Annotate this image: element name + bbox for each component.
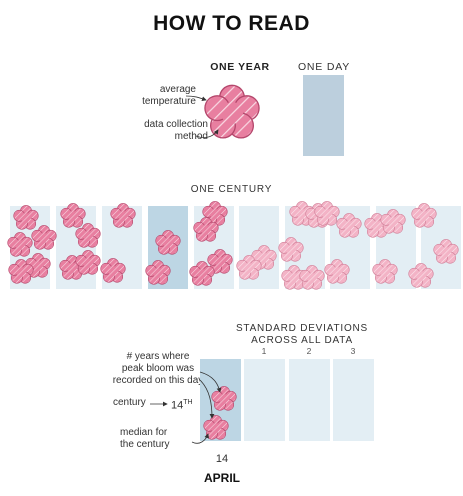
day-value: 14 xyxy=(215,453,229,465)
std-column-2 xyxy=(289,359,330,441)
std-tick-3: 3 xyxy=(350,346,356,356)
std-deviations-title: STANDARD DEVIATIONS ACROSS ALL DATA xyxy=(235,323,369,346)
std-tick-1: 1 xyxy=(261,346,267,356)
data-collection-method-label: data collection method xyxy=(144,119,208,142)
month-value: APRIL xyxy=(204,471,240,485)
century-value: 14TH xyxy=(171,399,193,412)
collection-arrow xyxy=(195,129,219,138)
years-note-label: # years where peak bloom was recorded on… xyxy=(112,351,204,386)
median-label: median for the century xyxy=(120,427,170,450)
average-temperature-label: average temperature xyxy=(142,84,196,107)
one-day-bar xyxy=(303,75,344,156)
avg-temp-arrow xyxy=(185,95,207,102)
one-year-label: ONE YEAR xyxy=(210,61,270,73)
page-title: HOW TO READ xyxy=(153,12,310,35)
std-column-1 xyxy=(244,359,285,441)
median-arrow xyxy=(191,433,210,444)
one-day-label: ONE DAY xyxy=(297,61,351,73)
years-arrow-1 xyxy=(199,371,222,393)
century-label: century xyxy=(113,397,146,408)
one-century-label: ONE CENTURY xyxy=(190,184,273,195)
years-arrow-2 xyxy=(199,379,215,419)
legend-flower xyxy=(203,84,261,139)
std-column-3 xyxy=(333,359,374,441)
bottom-columns xyxy=(200,359,374,441)
std-tick-2: 2 xyxy=(306,346,312,356)
